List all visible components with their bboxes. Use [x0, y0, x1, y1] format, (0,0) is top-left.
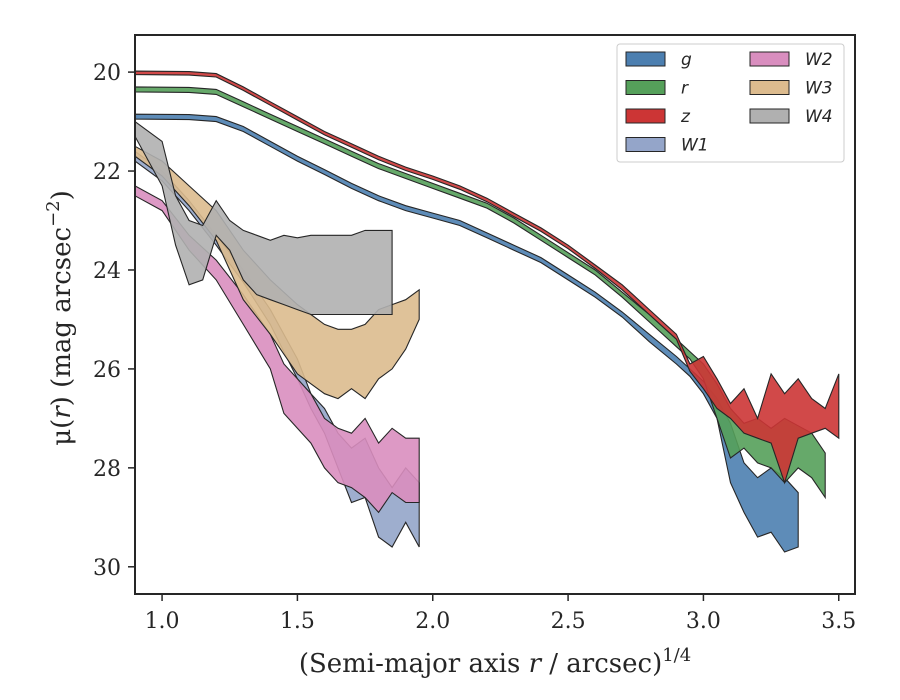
plot-frame [134, 34, 856, 595]
legend-swatch-z [625, 108, 666, 124]
y-label-mu: μ( [47, 419, 77, 446]
x-tick-label: 1.5 [280, 609, 315, 634]
y-tick-label: 30 [93, 556, 121, 581]
y-label-var: r [47, 405, 77, 419]
legend-swatch-g [625, 51, 666, 67]
x-label-pre: (Semi-major axis [299, 649, 529, 679]
legend-label-w3: W3 [805, 79, 833, 99]
band-g [135, 113, 799, 553]
legend-label-z: z [680, 107, 691, 127]
legend-label-w1: W1 [681, 136, 709, 156]
x-axis-label: (Semi-major axis r / arcsec)1/4 [299, 645, 691, 679]
band-r [135, 86, 826, 500]
x-label-mid: / arcsec) [541, 649, 662, 679]
x-label-sup: 1/4 [662, 645, 691, 666]
legend-label-w2: W2 [805, 50, 833, 70]
legend-swatch-w2 [749, 51, 790, 67]
legend: grz W1 W2 W3 W4 [616, 43, 845, 163]
x-tick-label: 2.5 [551, 609, 586, 634]
y-axis: 20 22 24 26 28 30 [93, 61, 135, 581]
legend-label-w4: W4 [805, 107, 833, 127]
y-label-sup: −2 [43, 200, 64, 227]
legend-swatch-w4 [749, 108, 790, 124]
legend-swatch-w3 [749, 80, 790, 95]
x-tick-label: 2.0 [415, 609, 450, 634]
legend-label-g: g [681, 50, 692, 70]
y-label-end: ) [47, 190, 77, 200]
legend-frame [616, 43, 845, 163]
y-tick-label: 28 [93, 457, 121, 482]
legend-swatch-r [625, 80, 666, 95]
series-bands [135, 70, 840, 553]
y-tick-label: 22 [93, 160, 121, 185]
y-tick-label: 26 [93, 358, 121, 383]
x-label-var: r [529, 649, 543, 679]
y-tick-label: 20 [93, 61, 121, 86]
band-w4 [135, 120, 393, 316]
x-tick-label: 3.0 [686, 609, 721, 634]
y-label-mid: ) (mag arcsec [47, 227, 77, 406]
y-axis-label: μ(r) (mag arcsec−2) [43, 190, 77, 446]
legend-label-r: r [681, 79, 689, 99]
y-tick-label: 24 [93, 259, 121, 284]
band-z [135, 70, 840, 485]
legend-swatch-w1 [625, 137, 666, 152]
x-tick-label: 3.5 [821, 609, 856, 634]
x-axis: 1.0 1.5 2.0 2.5 3.0 3.5 [145, 594, 856, 634]
x-tick-label: 1.0 [145, 609, 180, 634]
